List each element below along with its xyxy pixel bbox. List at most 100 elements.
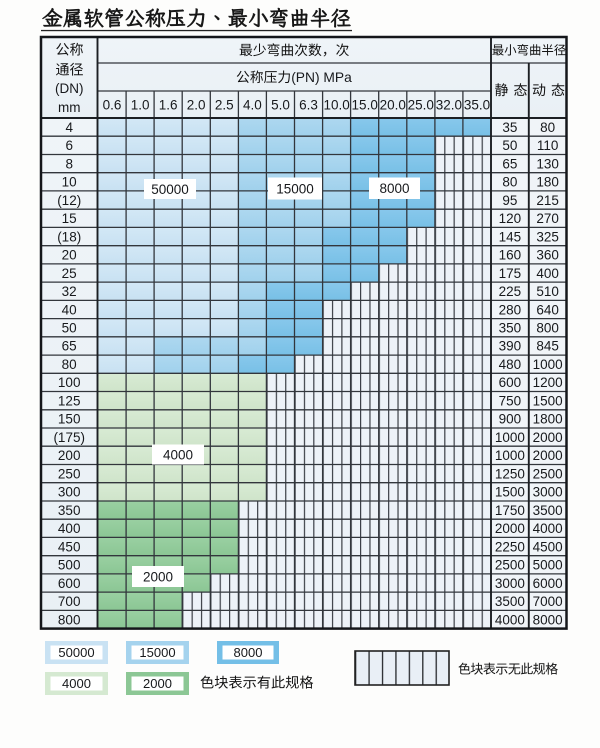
svg-text:325: 325: [536, 229, 559, 244]
svg-text:225: 225: [499, 284, 522, 299]
svg-text:4: 4: [65, 120, 73, 135]
svg-text:10.0: 10.0: [323, 98, 349, 113]
svg-text:270: 270: [536, 211, 559, 226]
svg-text:6: 6: [65, 138, 73, 153]
svg-text:8000: 8000: [533, 612, 563, 627]
svg-text:125: 125: [58, 394, 81, 409]
svg-text:845: 845: [536, 339, 559, 354]
svg-text:1.0: 1.0: [131, 98, 150, 113]
svg-text:1.6: 1.6: [159, 98, 178, 113]
svg-text:1250: 1250: [495, 466, 525, 481]
svg-text:215: 215: [536, 193, 559, 208]
svg-text:3000: 3000: [533, 485, 563, 500]
svg-text:50000: 50000: [151, 182, 189, 197]
svg-text:400: 400: [536, 266, 559, 281]
svg-text:120: 120: [499, 211, 522, 226]
svg-text:25.0: 25.0: [408, 98, 434, 113]
svg-text:(DN): (DN): [55, 81, 84, 96]
svg-text:450: 450: [58, 539, 81, 554]
svg-text:80: 80: [502, 175, 517, 190]
svg-text:65: 65: [62, 339, 77, 354]
svg-text:1500: 1500: [495, 485, 525, 500]
svg-text:95: 95: [502, 193, 517, 208]
svg-text:3500: 3500: [533, 503, 563, 518]
svg-text:2000: 2000: [143, 569, 173, 584]
svg-text:900: 900: [499, 412, 522, 427]
svg-text:180: 180: [536, 175, 559, 190]
svg-text:(175): (175): [53, 430, 85, 445]
svg-text:130: 130: [536, 156, 559, 171]
svg-text:4000: 4000: [62, 676, 91, 691]
svg-text:1000: 1000: [495, 448, 525, 463]
svg-text:640: 640: [536, 302, 559, 317]
svg-text:32: 32: [62, 284, 77, 299]
svg-text:800: 800: [58, 612, 81, 627]
svg-text:4000: 4000: [533, 521, 563, 536]
svg-text:50: 50: [502, 138, 517, 153]
svg-text:15: 15: [62, 211, 77, 226]
svg-text:300: 300: [58, 485, 81, 500]
svg-text:35: 35: [502, 120, 517, 135]
svg-text:150: 150: [58, 412, 81, 427]
svg-text:15000: 15000: [139, 645, 175, 660]
svg-text:50: 50: [62, 321, 77, 336]
svg-text:280: 280: [499, 302, 522, 317]
svg-text:20: 20: [62, 248, 77, 263]
svg-text:600: 600: [58, 576, 81, 591]
svg-text:80: 80: [540, 120, 555, 135]
svg-text:145: 145: [499, 229, 522, 244]
svg-text:1000: 1000: [533, 357, 563, 372]
svg-text:15.0: 15.0: [352, 98, 378, 113]
svg-text:8000: 8000: [379, 181, 409, 196]
svg-text:2.0: 2.0: [187, 98, 206, 113]
svg-text:3000: 3000: [495, 576, 525, 591]
svg-text:4.0: 4.0: [243, 98, 262, 113]
svg-text:510: 510: [536, 284, 559, 299]
svg-text:600: 600: [499, 375, 522, 390]
svg-text:1500: 1500: [533, 394, 563, 409]
svg-text:4000: 4000: [495, 612, 525, 627]
svg-text:32.0: 32.0: [436, 98, 462, 113]
svg-text:(18): (18): [57, 229, 81, 244]
svg-text:2000: 2000: [533, 448, 563, 463]
svg-text:2.5: 2.5: [215, 98, 234, 113]
svg-text:mm: mm: [58, 100, 81, 115]
svg-text:1200: 1200: [533, 375, 563, 390]
svg-text:175: 175: [499, 266, 522, 281]
svg-text:160: 160: [499, 248, 522, 263]
svg-text:200: 200: [58, 448, 81, 463]
svg-text:40: 40: [62, 302, 77, 317]
svg-text:750: 750: [499, 394, 522, 409]
svg-text:50000: 50000: [58, 645, 94, 660]
svg-text:80: 80: [62, 357, 77, 372]
svg-text:1800: 1800: [533, 412, 563, 427]
svg-text:1750: 1750: [495, 503, 525, 518]
svg-text:360: 360: [536, 248, 559, 263]
svg-text:350: 350: [58, 503, 81, 518]
svg-text:15000: 15000: [276, 181, 314, 196]
svg-text:4000: 4000: [163, 447, 193, 462]
svg-text:480: 480: [499, 357, 522, 372]
svg-text:2500: 2500: [533, 466, 563, 481]
svg-text:8: 8: [65, 156, 73, 171]
svg-text:3500: 3500: [495, 594, 525, 609]
svg-text:5000: 5000: [533, 558, 563, 573]
svg-text:2000: 2000: [495, 521, 525, 536]
svg-text:390: 390: [499, 339, 522, 354]
svg-text:25: 25: [62, 266, 77, 281]
svg-text:100: 100: [58, 375, 81, 390]
svg-text:10: 10: [62, 175, 77, 190]
svg-text:(PN) MPa: (PN) MPa: [291, 70, 352, 85]
svg-text:250: 250: [58, 466, 81, 481]
svg-text:5.0: 5.0: [271, 98, 290, 113]
svg-text:20.0: 20.0: [380, 98, 406, 113]
svg-text:(12): (12): [57, 193, 81, 208]
svg-text:35.0: 35.0: [464, 98, 490, 113]
svg-text:2500: 2500: [495, 558, 525, 573]
svg-text:2000: 2000: [533, 430, 563, 445]
svg-text:800: 800: [536, 321, 559, 336]
svg-text:65: 65: [502, 156, 517, 171]
svg-text:2000: 2000: [143, 676, 172, 691]
svg-text:2250: 2250: [495, 539, 525, 554]
svg-text:6000: 6000: [533, 576, 563, 591]
